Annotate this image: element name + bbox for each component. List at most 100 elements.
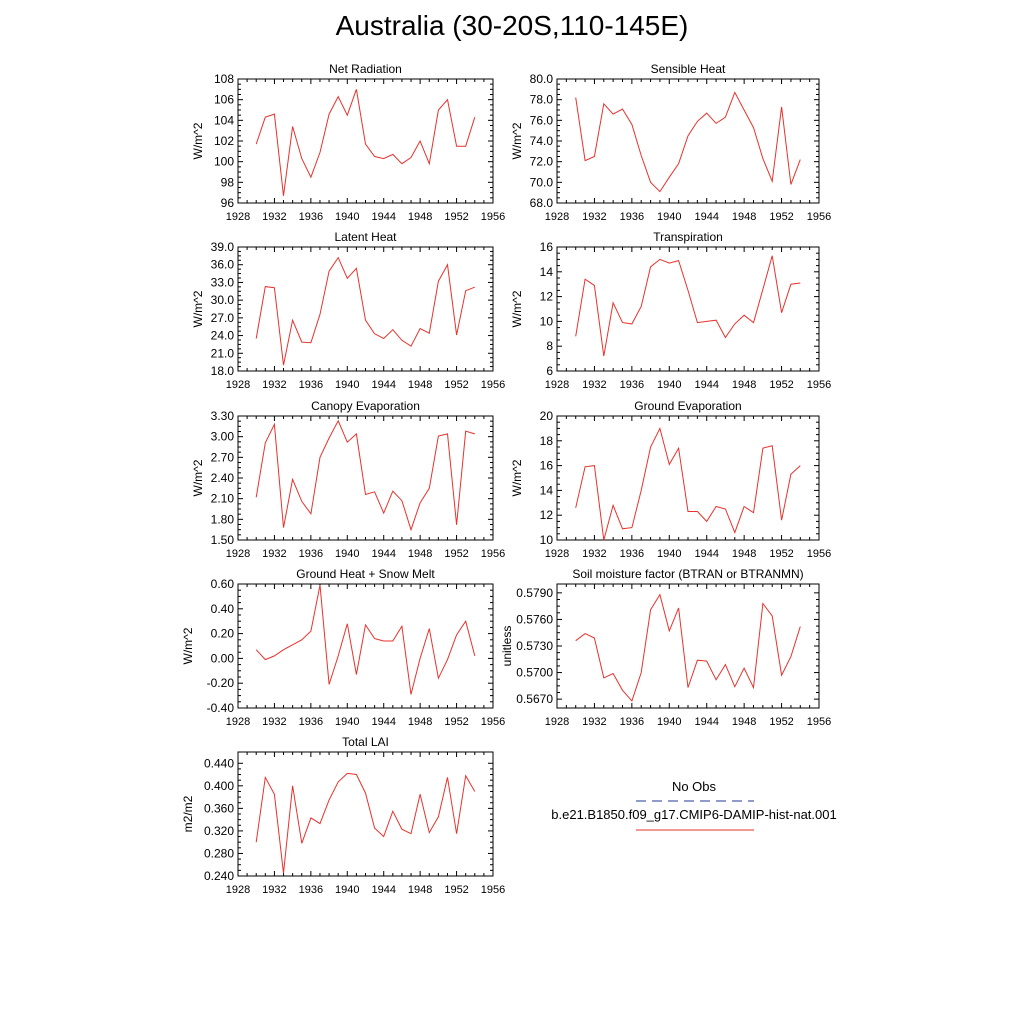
y-tick-label: 27.0: [211, 311, 235, 325]
x-tick-label: 1932: [262, 716, 286, 728]
x-tick-label: 1948: [408, 211, 432, 223]
y-tick-label: 106: [214, 93, 234, 107]
y-tick-label: 0.5790: [516, 586, 553, 600]
x-tick-label: 1940: [335, 211, 359, 223]
panel-title: Soil moisture factor (BTRAN or BTRANMN): [572, 567, 803, 581]
y-tick-label: 8: [546, 339, 553, 353]
y-tick-label: 24.0: [211, 329, 235, 343]
panel-title: Latent Heat: [334, 230, 397, 244]
y-tick-label: 0.60: [211, 577, 235, 591]
x-tick-label: 1928: [226, 716, 250, 728]
y-tick-label: 16: [540, 240, 554, 254]
x-tick-label: 1936: [299, 884, 323, 896]
y-tick-label: 0.440: [204, 756, 234, 770]
x-tick-label: 1932: [582, 379, 606, 391]
x-tick-label: 1944: [694, 379, 718, 391]
x-tick-label: 1928: [545, 211, 569, 223]
panel-title: Sensible Heat: [651, 62, 726, 76]
series-line: [575, 255, 801, 357]
y-tick-label: 70.0: [530, 175, 554, 189]
figure-title: Australia (30-20S,110-145E): [335, 10, 689, 41]
y-tick-label: -0.40: [207, 701, 235, 715]
x-tick-label: 1936: [620, 716, 644, 728]
y-tick-label: 0.5700: [516, 666, 553, 680]
y-tick-label: 2.10: [211, 492, 235, 506]
x-tick-label: 1952: [444, 884, 468, 896]
panel-title: Canopy Evaporation: [311, 399, 420, 413]
x-tick-label: 1944: [694, 716, 718, 728]
x-tick-label: 1944: [371, 211, 395, 223]
x-tick-label: 1944: [694, 211, 718, 223]
y-tick-label: 6: [546, 364, 553, 378]
y-tick-label: 72.0: [530, 155, 554, 169]
y-tick-label: 12: [540, 508, 554, 522]
x-tick-label: 1928: [545, 716, 569, 728]
y-tick-label: 12: [540, 290, 554, 304]
x-tick-label: 1956: [807, 716, 831, 728]
y-axis-label: W/m^2: [510, 459, 524, 496]
series-line: [575, 426, 801, 541]
x-tick-label: 1948: [408, 716, 432, 728]
series-line: [255, 256, 475, 366]
y-tick-label: 30.0: [211, 293, 235, 307]
x-tick-label: 1956: [481, 716, 505, 728]
y-tick-label: 2.40: [211, 471, 235, 485]
x-tick-label: 1956: [481, 211, 505, 223]
chart-panel-6: Ground Evaporation 1928 1932 1936 1940 1944 19…: [510, 399, 831, 560]
panel-title: Transpiration: [653, 230, 723, 244]
x-tick-label: 1956: [481, 548, 505, 560]
y-tick-label: 78.0: [530, 93, 554, 107]
y-tick-label: 10: [540, 533, 554, 547]
x-tick-label: 1928: [226, 884, 250, 896]
y-tick-label: 3.30: [211, 409, 235, 423]
y-tick-label: 21.0: [211, 346, 235, 360]
x-tick-label: 1948: [408, 884, 432, 896]
y-tick-label: 14: [540, 483, 554, 497]
plot-frame: [556, 246, 820, 372]
x-tick-label: 1936: [620, 379, 644, 391]
y-axis-label: unitless: [500, 626, 514, 667]
plot-frame: [556, 78, 820, 204]
x-tick-label: 1928: [545, 548, 569, 560]
y-tick-label: 80.0: [530, 72, 554, 86]
chart-panel-8: Soil moisture factor (BTRAN or BTRANMN) 1…: [500, 567, 831, 728]
legend: No Obs b.e21.B1850.f09_g17.CMIP6-DAMIP-hi…: [551, 779, 837, 831]
chart-panel-9: Total LAI 1928 1932 1936 1940 1944 1948 1952 195…: [181, 735, 505, 896]
x-tick-label: 1948: [732, 211, 756, 223]
panel-title: Ground Heat + Snow Melt: [296, 567, 435, 581]
x-tick-label: 1940: [657, 716, 681, 728]
series-line: [255, 89, 476, 196]
x-tick-label: 1936: [299, 548, 323, 560]
y-tick-label: 74.0: [530, 134, 554, 148]
y-tick-label: 0.280: [204, 846, 234, 860]
x-tick-label: 1944: [371, 548, 395, 560]
x-tick-label: 1936: [299, 379, 323, 391]
chart-panel-1: Net Radiation 1928 1932 1936 1940 1944 1948 195…: [191, 62, 505, 223]
y-axis-label: W/m^2: [191, 290, 205, 327]
y-tick-label: 68.0: [530, 196, 554, 210]
y-tick-label: 36.0: [211, 258, 235, 272]
y-tick-label: 3.00: [211, 430, 235, 444]
y-tick-label: 0.360: [204, 801, 234, 815]
y-tick-label: 0.40: [211, 602, 235, 616]
y-tick-label: 2.70: [211, 450, 235, 464]
x-tick-label: 1956: [807, 379, 831, 391]
chart-panel-2: Sensible Heat 1928 1932 1936 1940 1944 1948 195…: [510, 62, 831, 223]
y-tick-label: 76.0: [530, 113, 554, 127]
x-tick-label: 1936: [620, 211, 644, 223]
plot-frame: [237, 415, 494, 541]
x-tick-label: 1952: [444, 716, 468, 728]
x-tick-label: 1940: [657, 548, 681, 560]
x-tick-label: 1932: [262, 379, 286, 391]
y-tick-label: 108: [214, 72, 234, 86]
x-tick-label: 1928: [545, 379, 569, 391]
x-tick-label: 1952: [444, 548, 468, 560]
y-tick-label: 0.240: [204, 869, 234, 883]
x-tick-label: 1948: [408, 379, 432, 391]
x-tick-label: 1952: [769, 211, 793, 223]
x-tick-label: 1932: [262, 211, 286, 223]
series-line: [255, 772, 476, 874]
x-tick-label: 1936: [620, 548, 644, 560]
x-tick-label: 1944: [371, 379, 395, 391]
